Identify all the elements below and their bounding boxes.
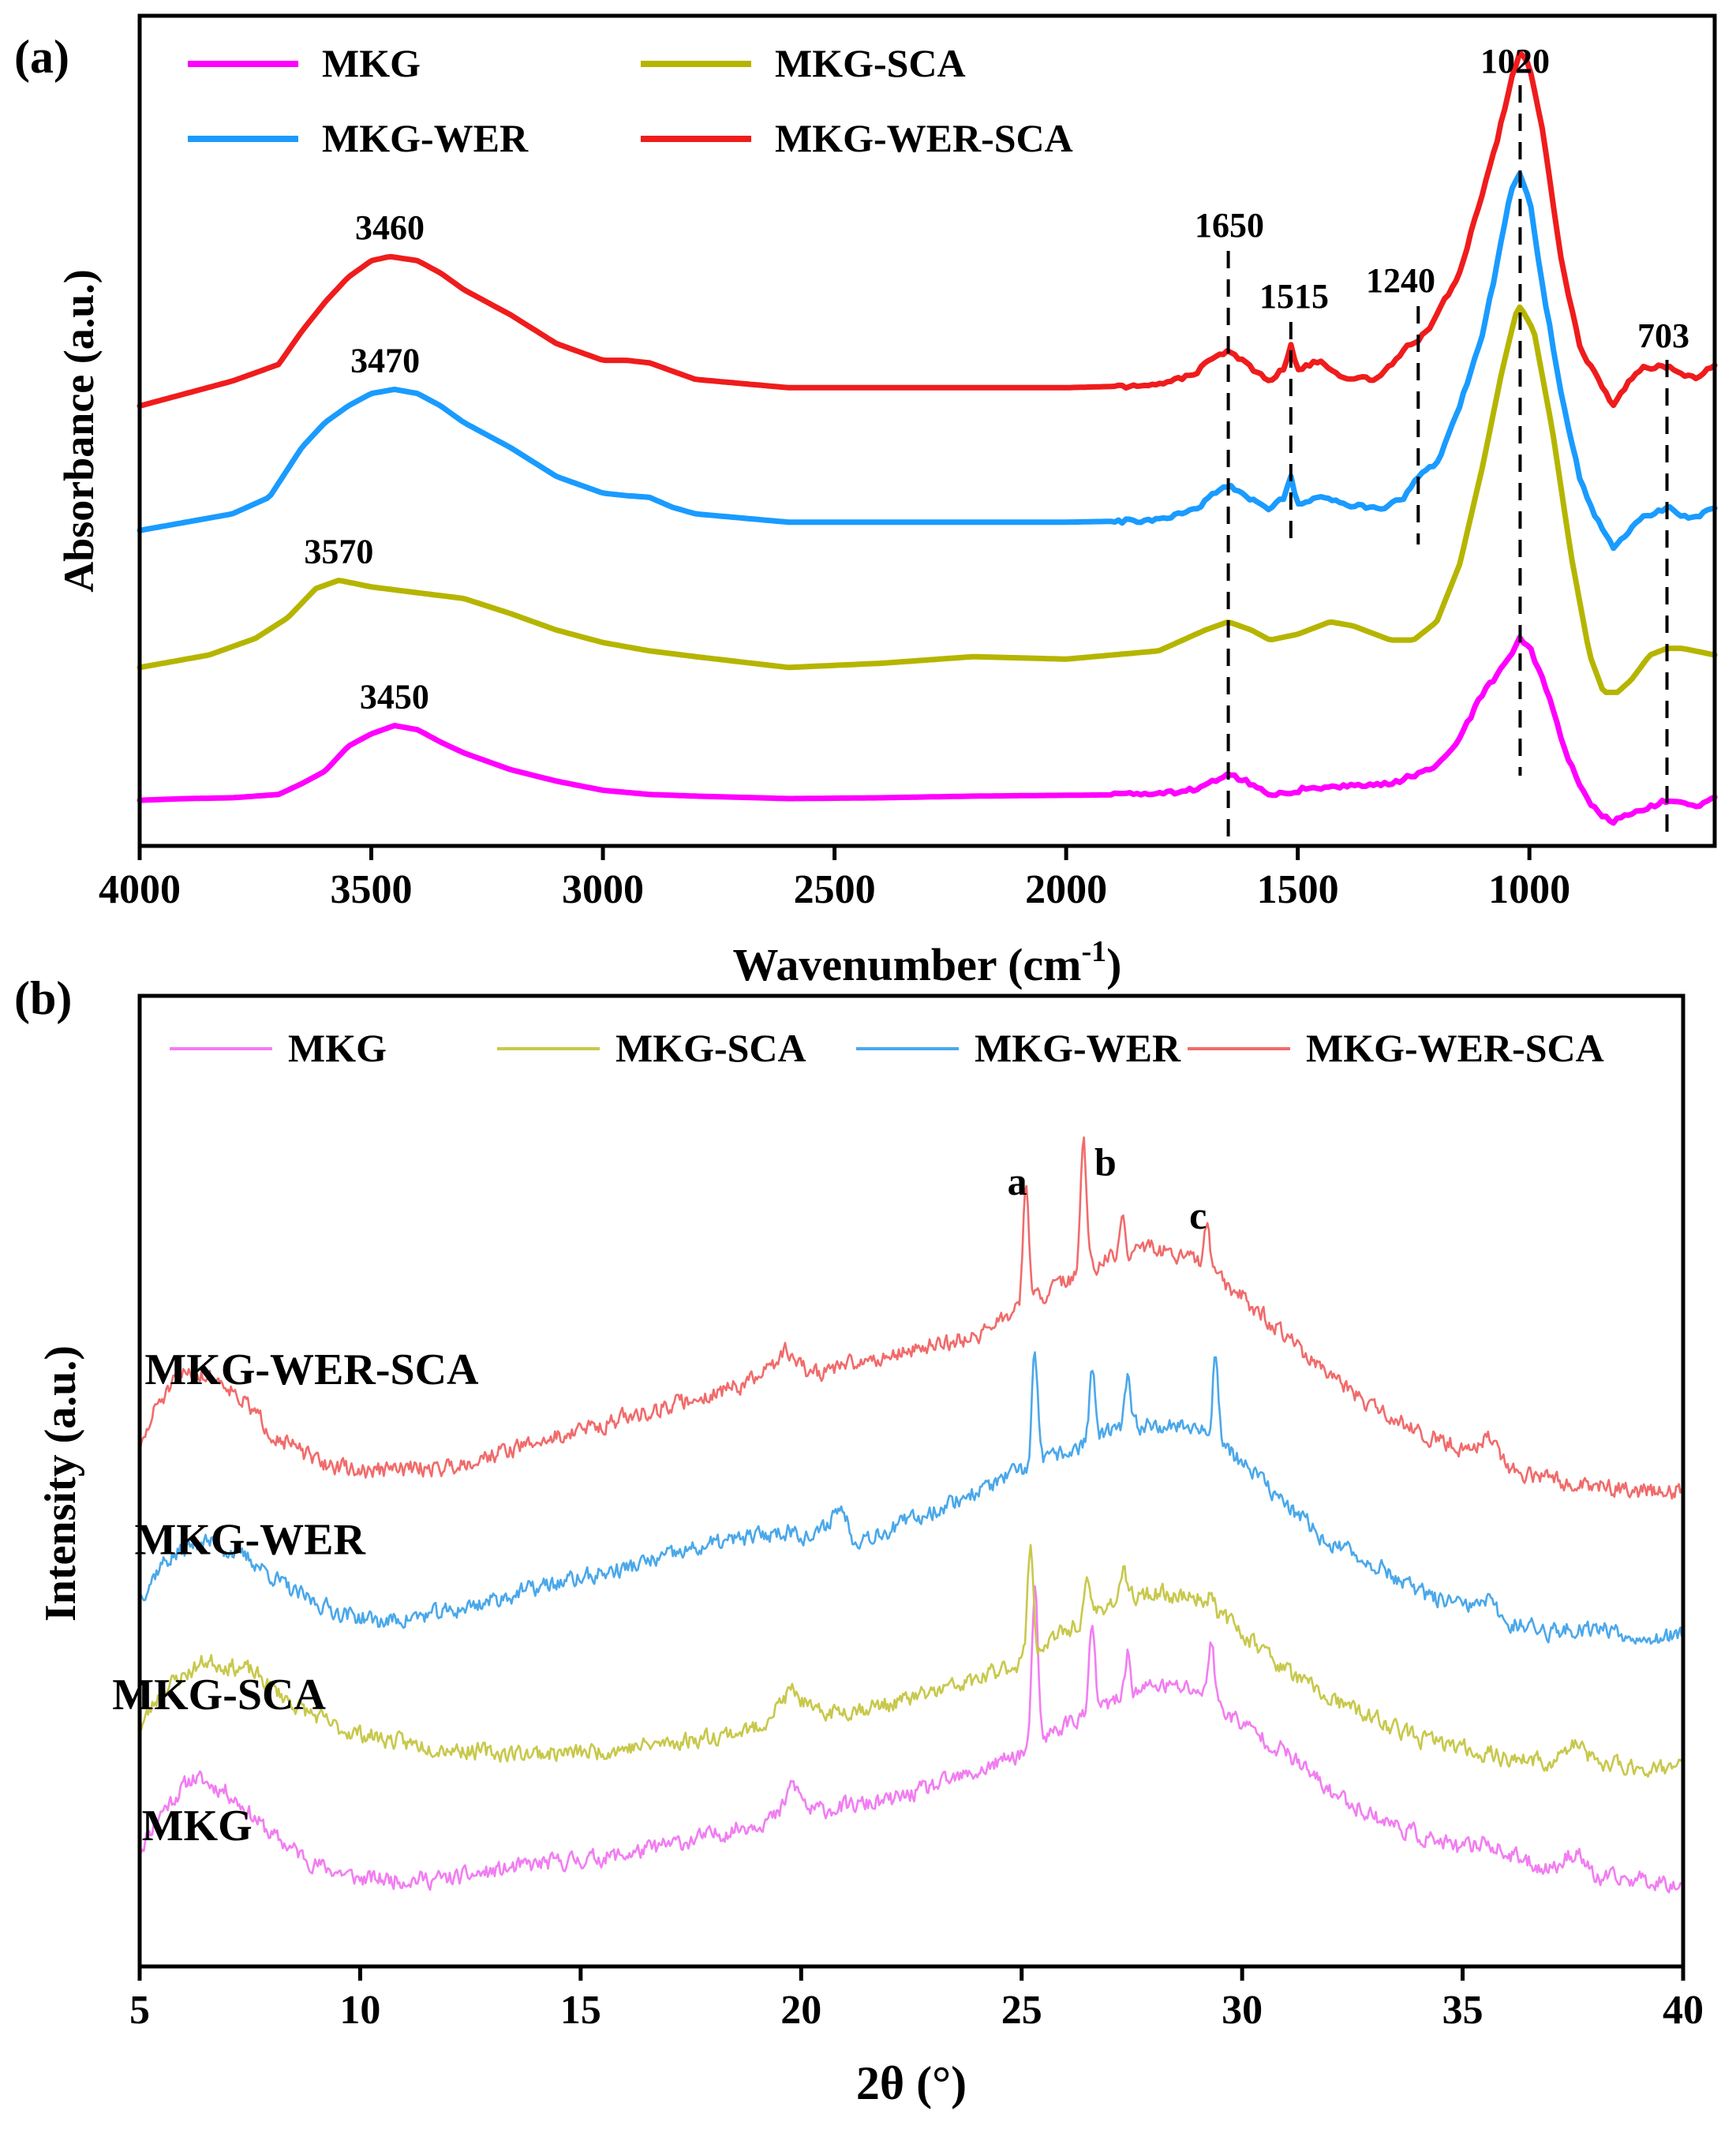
peak-annotation-c: c	[1189, 1193, 1207, 1237]
line-series-mkg-wer-sca	[137, 50, 1718, 409]
legend-label-mkg-wer-sca: MKG-WER-SCA	[775, 116, 1073, 160]
x-tick-label-15: 15	[560, 1988, 601, 2033]
x-tick-label-30: 30	[1222, 1988, 1263, 2033]
peak-label-3450: 3450	[360, 677, 429, 716]
panel-a-annotations: 1650 1515 1240 1020 703	[1195, 42, 1689, 355]
x-tick-label-35: 35	[1442, 1988, 1483, 2033]
wavenumber-annotation-1020: 1020	[1480, 42, 1550, 80]
panel-b-series: MKG MKG-SCA MKG-WER MKG-WER-SCA	[112, 1136, 1685, 1894]
wavenumber-annotation-1240: 1240	[1366, 261, 1435, 300]
panel-a-series: 3450 3570 3470 3460	[137, 50, 1718, 826]
panel-a-label: (a)	[14, 31, 69, 83]
panel-a-x-axis-label: Wavenumber (cm-1)	[733, 935, 1122, 990]
x-tick-label-4000: 4000	[99, 867, 181, 912]
legend-label-mkg-wer: MKG-WER	[322, 116, 529, 160]
panel-b: (b) MKG MKG-SCA MKG-WER MKG-WER-SCA a b c 5 10…	[14, 972, 1704, 2109]
x-tick-label-20: 20	[780, 1988, 821, 2033]
panel-b-plot-frame	[137, 993, 1685, 1969]
x-tick-label-1500: 1500	[1257, 867, 1339, 912]
panel-a-x-axis-label-main: Wavenumber (cm	[733, 939, 1082, 990]
wavenumber-annotation-1515: 1515	[1259, 277, 1329, 316]
x-tick-label-2500: 2500	[794, 867, 876, 912]
peak-label-3460: 3460	[355, 208, 425, 247]
panel-a-legend: MKG MKG-SCA MKG-WER MKG-WER-SCA	[188, 41, 1073, 160]
x-tick-label-40: 40	[1663, 1988, 1704, 2033]
line-series-mkg-wer	[137, 170, 1718, 552]
panel-a: (a) 3450 3570 3470 3460 1650 1515 1240 1020 703…	[14, 13, 1718, 990]
line-series-mkg-sca	[138, 1543, 1685, 1778]
line-series-mkg	[137, 634, 1718, 826]
series-label-mkg: MKG	[142, 1802, 253, 1850]
panel-b-x-ticks: 5 10 15 20 25 30 35 40	[129, 1966, 1704, 2033]
line-series-mkg	[138, 1585, 1685, 1894]
peak-label-3470: 3470	[350, 341, 420, 380]
line-series-mkg-wer	[138, 1351, 1685, 1645]
series-label-mkg-sca: MKG-SCA	[112, 1671, 326, 1719]
series-label-mkg-wer: MKG-WER	[135, 1515, 366, 1564]
panel-a-reference-lines	[1226, 85, 1669, 840]
panel-b-legend: MKG MKG-SCA MKG-WER MKG-WER-SCA	[170, 1026, 1604, 1070]
legend-label-mkg-sca: MKG-SCA	[615, 1026, 806, 1070]
legend-label-mkg: MKG	[322, 41, 421, 85]
panel-a-x-axis-label-close: )	[1106, 939, 1121, 990]
panel-a-x-axis-label-superscript: -1	[1081, 935, 1106, 968]
wavenumber-annotation-1650: 1650	[1195, 206, 1264, 245]
panel-b-annotations: a b c	[1008, 1140, 1207, 1238]
x-tick-label-3500: 3500	[331, 867, 413, 912]
peak-annotation-b: b	[1094, 1140, 1117, 1184]
legend-label-mkg-wer: MKG-WER	[975, 1026, 1181, 1070]
panel-a-x-ticks: 4000 3500 3000 2500 2000 1500 1000	[99, 846, 1570, 912]
line-series-mkg-sca	[137, 304, 1718, 695]
line-series-mkg-wer-sca	[138, 1136, 1685, 1500]
x-tick-label-2000: 2000	[1025, 867, 1107, 912]
peak-label-3570: 3570	[304, 532, 373, 571]
panel-b-x-axis-label: 2θ (°)	[856, 2057, 967, 2109]
x-tick-label-25: 25	[1001, 1988, 1042, 2033]
panel-b-y-axis-label: Intensity (a.u.)	[36, 1345, 85, 1622]
wavenumber-annotation-703: 703	[1637, 316, 1689, 355]
x-tick-label-10: 10	[339, 1988, 380, 2033]
panel-a-plot-frame	[137, 13, 1717, 848]
x-tick-label-1000: 1000	[1488, 867, 1570, 912]
legend-label-mkg-sca: MKG-SCA	[775, 41, 966, 85]
panel-b-label: (b)	[14, 972, 72, 1024]
panel-a-y-axis-label: Absorbance (a.u.)	[55, 269, 103, 593]
x-tick-label-5: 5	[129, 1988, 150, 2033]
legend-label-mkg: MKG	[288, 1026, 387, 1070]
legend-label-mkg-wer-sca: MKG-WER-SCA	[1306, 1026, 1604, 1070]
series-label-mkg-wer-sca: MKG-WER-SCA	[144, 1345, 479, 1394]
x-tick-label-3000: 3000	[562, 867, 644, 912]
peak-annotation-a: a	[1008, 1159, 1027, 1203]
